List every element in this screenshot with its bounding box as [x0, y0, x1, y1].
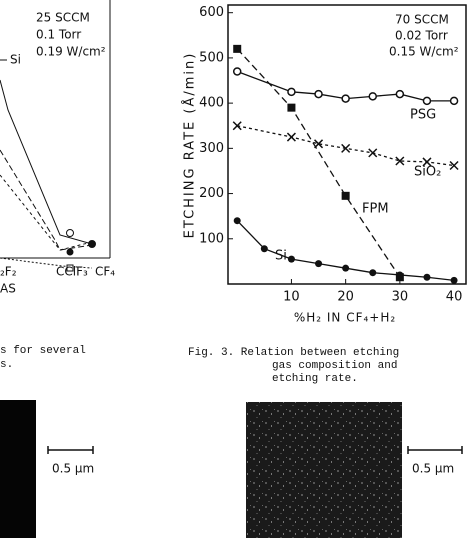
curve — [0, 257, 93, 269]
y-tick-label: 100 — [199, 231, 224, 246]
x-axis-label: AS — [0, 282, 16, 296]
marker — [341, 94, 350, 103]
y-axis-label: ETCHING RATE (Å/min) — [182, 52, 198, 239]
series-line — [236, 48, 401, 278]
marker — [422, 157, 432, 167]
caption-line: s for several — [0, 345, 86, 357]
marker — [369, 269, 377, 277]
marker — [232, 121, 242, 131]
condition: 25 SCCM — [36, 11, 90, 25]
marker — [368, 92, 378, 101]
marker — [422, 96, 432, 106]
marker — [315, 260, 323, 268]
x-tick-label: 10 — [283, 290, 300, 305]
x-tick-label: 20 — [337, 290, 354, 305]
marker — [287, 87, 296, 97]
x-axis-label: %H₂ IN CF₄+H₂ — [294, 311, 396, 325]
caption-line: etching rate. — [272, 373, 358, 385]
marker — [341, 191, 350, 200]
condition: 0.15 W/cm² — [389, 45, 459, 59]
marker — [66, 264, 74, 272]
marker — [260, 245, 268, 253]
x-tick-label: 30 — [392, 290, 409, 305]
series-line — [237, 125, 455, 167]
marker — [450, 276, 458, 284]
marker — [287, 103, 296, 112]
series-label: FPM — [362, 202, 389, 217]
curve — [0, 174, 93, 251]
marker — [342, 264, 350, 272]
figure-3: 100 200 300 400 500 600 10 20 30 40 PSG SiO₂ FPM Si — [199, 4, 467, 305]
y-tick-label: 500 — [199, 50, 224, 65]
left-chart — [0, 0, 111, 272]
x-tick-label: CF₄ — [95, 265, 115, 279]
y-tick-label: 400 — [199, 96, 224, 111]
marker — [395, 156, 405, 166]
marker — [314, 89, 323, 99]
caption-line: s. — [0, 359, 13, 371]
series-label: Si — [275, 249, 287, 264]
caption-line: Fig. 3. Relation between etching — [188, 347, 399, 359]
series-label: PSG — [410, 108, 436, 123]
condition: 0.02 Torr — [395, 29, 448, 43]
marker — [88, 240, 96, 248]
marker — [233, 217, 241, 225]
marker — [233, 44, 242, 53]
marker — [423, 273, 431, 281]
series-line — [236, 70, 455, 102]
curve — [0, 79, 93, 245]
x-tick-label: CClF₃ — [56, 265, 88, 279]
x-tick-label: ₂F₂ — [0, 265, 17, 279]
marker — [341, 143, 351, 153]
marker — [395, 89, 405, 99]
condition: 0.19 W/cm² — [36, 45, 106, 59]
plot-frame — [227, 4, 467, 285]
micrograph — [0, 400, 36, 538]
scale-bar — [47, 446, 463, 454]
marker — [368, 148, 378, 158]
marker — [286, 132, 296, 142]
caption-line: gas composition and — [272, 360, 397, 372]
series-label: SiO₂ — [414, 165, 441, 180]
series-label: Si — [10, 53, 21, 67]
scale-label: 0.5 μm — [52, 462, 94, 476]
y-tick-label: 200 — [199, 186, 224, 201]
marker — [287, 255, 295, 263]
marker — [232, 67, 242, 76]
curve — [0, 149, 93, 251]
marker — [66, 229, 74, 237]
condition: 0.1 Torr — [36, 28, 81, 42]
condition: 70 SCCM — [395, 13, 449, 27]
marker — [396, 271, 404, 279]
marker — [449, 96, 459, 106]
micrograph — [246, 402, 402, 538]
marker — [449, 160, 459, 171]
marker — [66, 248, 74, 256]
y-tick-label: 300 — [199, 141, 224, 156]
x-tick-label: 40 — [446, 290, 463, 305]
scale-label: 0.5 μm — [412, 462, 454, 476]
y-tick-label: 600 — [199, 5, 224, 20]
